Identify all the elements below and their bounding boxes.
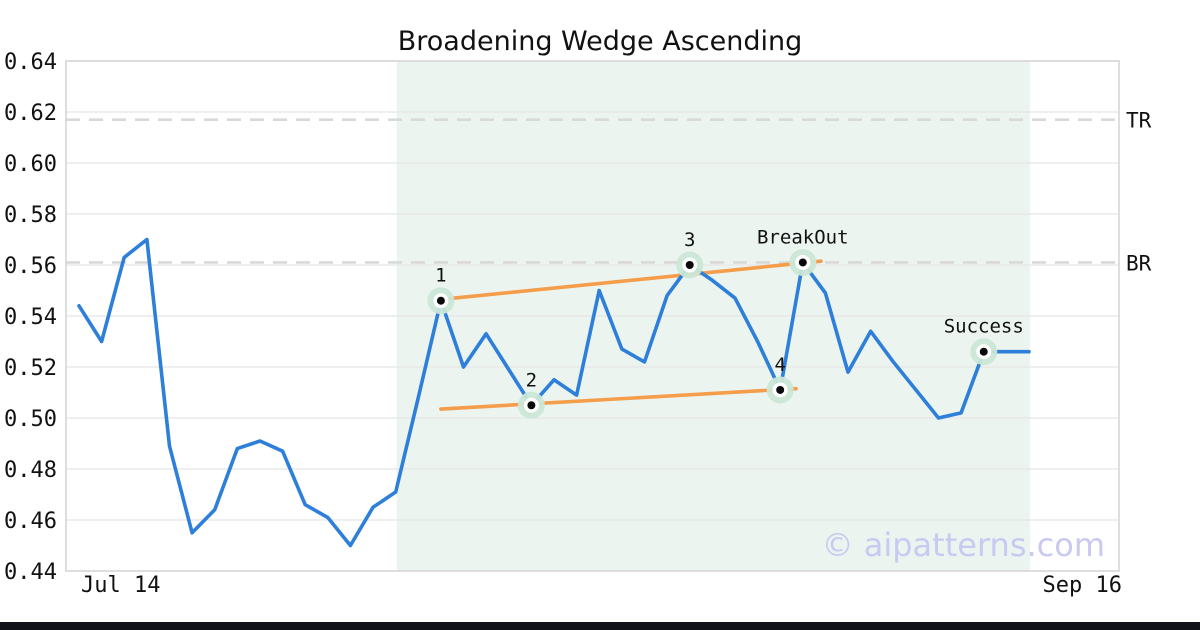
- marker-label-3: 3: [684, 229, 695, 251]
- y-tick-label: 0.62: [4, 101, 57, 126]
- marker-label-BreakOut: BreakOut: [757, 226, 849, 248]
- marker-dot: [776, 385, 785, 394]
- marker-label-2: 2: [526, 369, 537, 391]
- trendline-upper: [439, 259, 823, 302]
- marker-dot: [436, 296, 445, 305]
- chart-title: Broadening Wedge Ascending: [397, 26, 803, 57]
- trendline-lower: [439, 386, 798, 411]
- y-tick-label: 0.48: [4, 458, 57, 483]
- marker-dot: [685, 261, 694, 269]
- x-axis-label-end: Sep 16: [1042, 573, 1122, 598]
- marker-label-1: 1: [435, 265, 446, 287]
- level-label-BR: BR: [1126, 251, 1152, 275]
- y-tick-label: 0.58: [4, 203, 57, 228]
- marker-label-4: 4: [774, 354, 785, 376]
- y-tick-label: 0.46: [4, 509, 57, 534]
- y-tick-label: 0.44: [4, 560, 57, 585]
- y-tick-label: 0.50: [4, 407, 57, 432]
- marker-dot: [798, 258, 807, 267]
- y-tick-label: 0.64: [4, 50, 57, 75]
- y-tick-label: 0.52: [4, 356, 57, 381]
- y-tick-label: 0.54: [4, 305, 57, 330]
- y-tick-label: 0.60: [4, 152, 57, 177]
- x-axis-label-start: Jul 14: [81, 573, 161, 598]
- marker-dot: [527, 401, 536, 410]
- watermark: © aipatterns.com: [821, 526, 1105, 564]
- level-label-TR: TR: [1126, 109, 1152, 133]
- marker-label-Success: Success: [944, 316, 1024, 338]
- y-tick-label: 0.56: [4, 254, 57, 279]
- marker-dot: [979, 347, 988, 356]
- plot-border: [65, 60, 1120, 572]
- footer-bar: [0, 622, 1200, 630]
- price-line: [77, 237, 1031, 548]
